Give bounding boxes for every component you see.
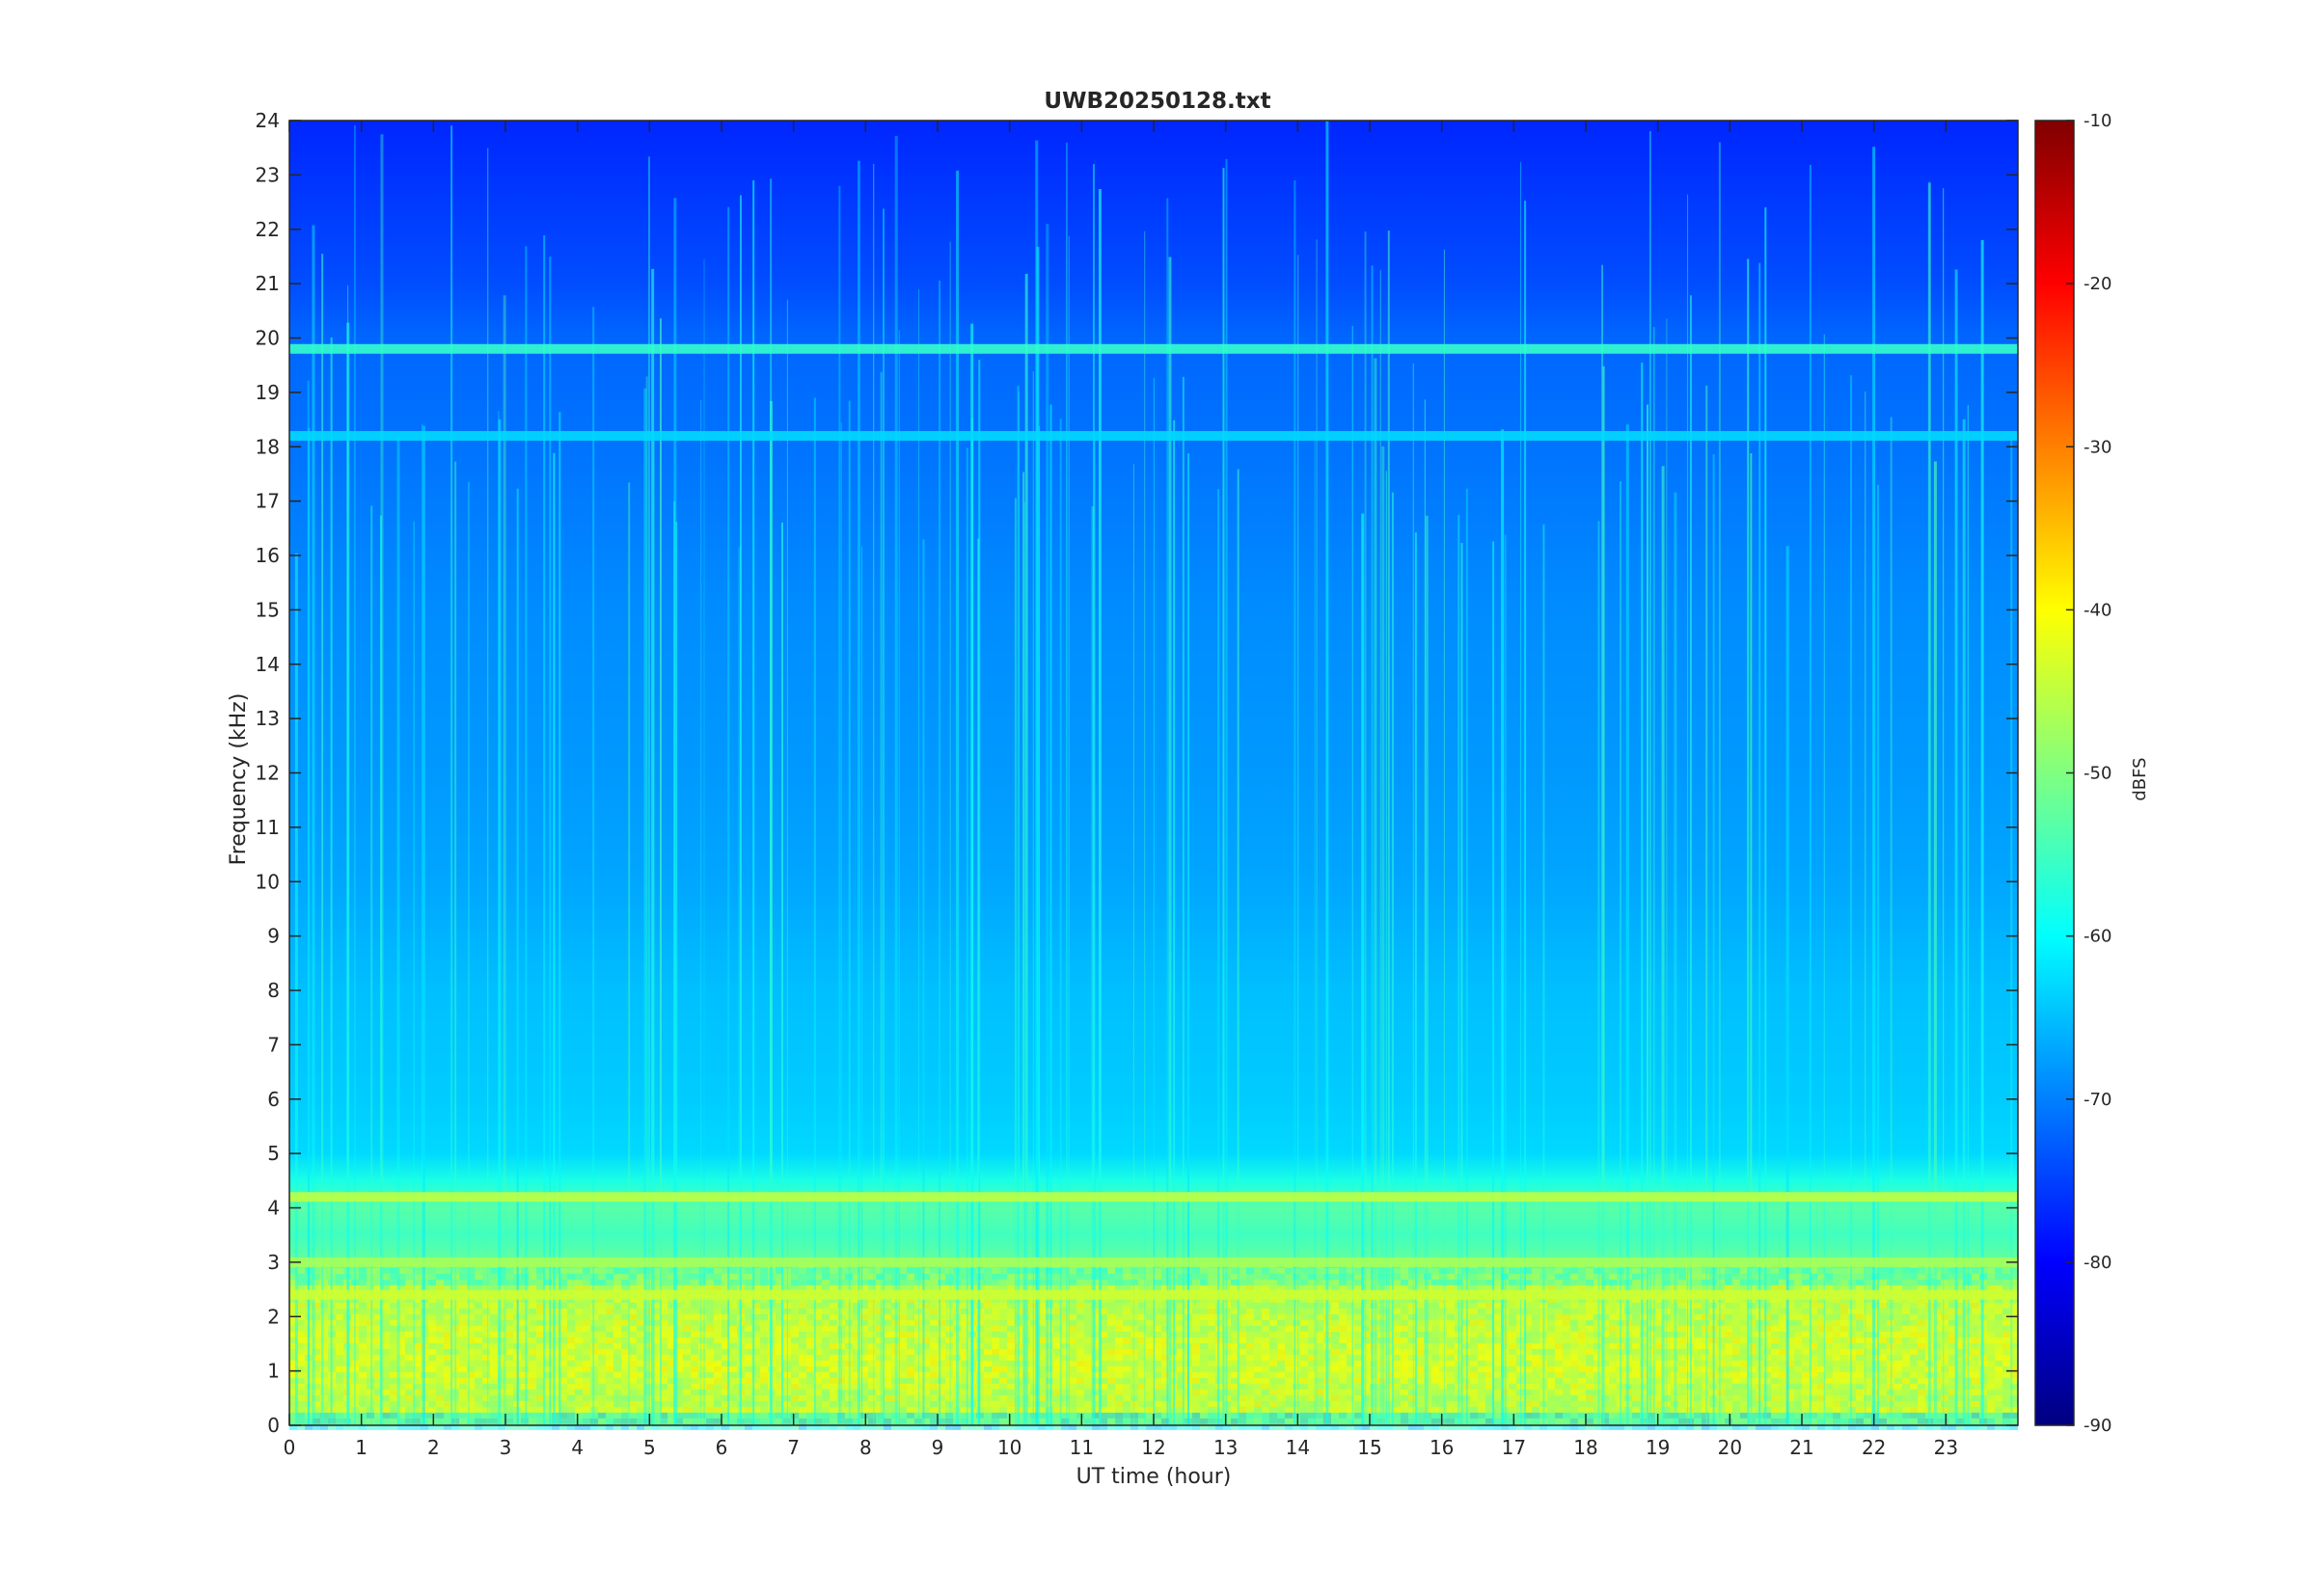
y-tick-label: 9 <box>267 925 280 948</box>
y-tick-label: 12 <box>256 762 280 785</box>
colorbar-tick-label: -80 <box>2084 1253 2111 1273</box>
x-tick-label: 6 <box>716 1436 728 1459</box>
y-tick-label: 7 <box>267 1033 280 1056</box>
y-tick-label: 17 <box>256 490 280 513</box>
y-tick-label: 8 <box>267 979 280 1002</box>
x-tick-label: 16 <box>1430 1436 1454 1459</box>
x-tick-label: 18 <box>1573 1436 1597 1459</box>
spectral-line <box>289 344 2018 354</box>
y-tick-label: 24 <box>256 109 280 132</box>
spectral-line <box>289 1290 2018 1300</box>
colorbar-tick-label: -70 <box>2084 1090 2111 1110</box>
y-tick-label: 22 <box>256 218 280 241</box>
x-tick-label: 22 <box>1862 1436 1886 1459</box>
y-tick-label: 11 <box>256 816 280 839</box>
x-tick-label: 23 <box>1934 1436 1958 1459</box>
colorbar-tick-label: -60 <box>2084 927 2111 947</box>
x-tick-label: 12 <box>1141 1436 1165 1459</box>
spectrogram-plot-area <box>289 121 2018 1430</box>
y-tick-label: 6 <box>267 1088 280 1111</box>
y-tick-label: 13 <box>256 707 280 730</box>
colorbar-tick-label: -10 <box>2084 111 2111 131</box>
y-tick-label: 19 <box>256 381 280 404</box>
x-tick-label: 1 <box>355 1436 368 1459</box>
x-tick-label: 19 <box>1646 1436 1670 1459</box>
x-tick-label: 8 <box>859 1436 872 1459</box>
x-tick-label: 0 <box>284 1436 296 1459</box>
colorbar-tick-label: -40 <box>2084 600 2111 620</box>
x-tick-label: 5 <box>643 1436 656 1459</box>
spectral-line <box>289 431 2018 441</box>
x-tick-label: 14 <box>1286 1436 1310 1459</box>
x-tick-label: 20 <box>1718 1436 1742 1459</box>
y-tick-label: 5 <box>267 1142 280 1165</box>
x-tick-label: 10 <box>997 1436 1021 1459</box>
y-tick-label: 21 <box>256 272 280 295</box>
y-tick-label: 16 <box>256 544 280 567</box>
spectral-line <box>289 1192 2018 1202</box>
x-tick-label: 4 <box>571 1436 584 1459</box>
x-tick-label: 21 <box>1789 1436 1813 1459</box>
y-tick-label: 23 <box>256 163 280 186</box>
x-tick-label: 17 <box>1502 1436 1526 1459</box>
x-tick-label: 9 <box>932 1436 944 1459</box>
x-tick-label: 13 <box>1213 1436 1238 1459</box>
x-tick-label: 2 <box>427 1436 440 1459</box>
colorbar-label: dBFS <box>2130 757 2150 800</box>
y-tick-label: 3 <box>267 1251 280 1274</box>
x-tick-label: 15 <box>1357 1436 1381 1459</box>
y-tick-label: 4 <box>267 1197 280 1220</box>
colorbar-tick-label: -30 <box>2084 437 2111 457</box>
chart-title: UWB20250128.txt <box>1044 89 1270 114</box>
x-axis-label: UT time (hour) <box>1076 1465 1232 1489</box>
y-tick-label: 2 <box>267 1305 280 1328</box>
y-tick-label: 1 <box>267 1360 280 1383</box>
y-tick-label: 10 <box>256 870 280 893</box>
colorbar-tick-label: -50 <box>2084 764 2111 784</box>
spectral-line <box>289 1258 2018 1267</box>
x-tick-label: 7 <box>787 1436 800 1459</box>
colorbar: -10 -20 -30 -40 -50 -60 -70 -80 -90 <box>2035 111 2111 1436</box>
y-tick-label: 15 <box>256 598 280 621</box>
colorbar-tick-label: -90 <box>2084 1416 2111 1436</box>
x-tick-label: 11 <box>1070 1436 1094 1459</box>
colorbar-tick-label: -20 <box>2084 274 2111 294</box>
x-tick-label: 3 <box>500 1436 512 1459</box>
y-axis-label: Frequency (kHz) <box>227 693 251 866</box>
y-tick-label: 14 <box>256 653 280 676</box>
y-tick-label: 18 <box>256 435 280 458</box>
y-tick-label: 0 <box>267 1414 280 1437</box>
y-tick-label: 20 <box>256 327 280 350</box>
